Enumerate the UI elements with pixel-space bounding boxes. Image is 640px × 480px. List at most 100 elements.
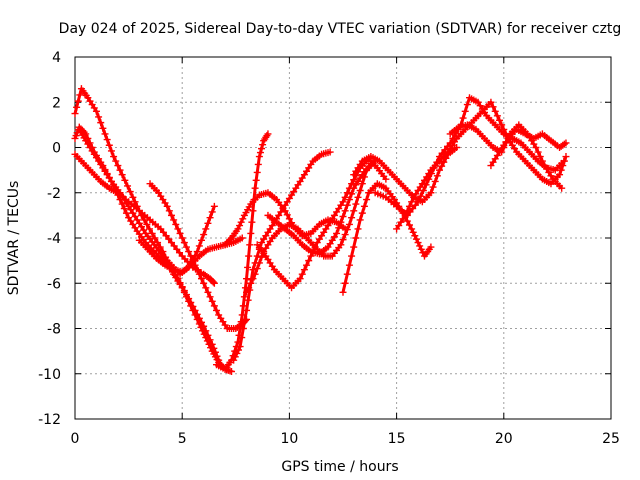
data-point — [459, 114, 467, 122]
data-point — [435, 166, 443, 174]
data-point — [182, 291, 190, 299]
data-point — [187, 252, 195, 260]
data-point — [99, 124, 107, 132]
data-point — [251, 184, 259, 192]
data-point — [103, 136, 111, 144]
series-track-12 — [264, 159, 375, 258]
data-point — [195, 242, 203, 250]
data-point — [343, 226, 351, 234]
series-track-8 — [230, 148, 334, 364]
data-point — [189, 257, 197, 265]
data-point — [237, 218, 245, 226]
data-point — [239, 325, 247, 332]
data-point — [264, 130, 272, 138]
data-point — [258, 145, 266, 153]
y-tick-label: -4 — [47, 231, 61, 247]
chart-title: Day 024 of 2025, Sidereal Day-to-day VTE… — [59, 21, 622, 37]
data-point — [143, 220, 151, 228]
data-point — [211, 348, 219, 356]
data-point — [195, 270, 203, 278]
data-point — [204, 288, 212, 296]
series-track-18 — [487, 125, 570, 170]
data-point — [354, 225, 362, 233]
data-point — [348, 180, 356, 188]
data-point — [176, 279, 184, 287]
data-point — [243, 288, 251, 296]
data-point — [236, 222, 244, 230]
data-point — [118, 171, 126, 179]
data-point — [343, 189, 351, 197]
y-tick-label: 4 — [52, 50, 61, 66]
data-point — [562, 153, 570, 161]
data-series — [71, 85, 570, 375]
x-tick-label: 10 — [280, 431, 298, 447]
data-point — [367, 159, 375, 167]
series-track-13 — [339, 180, 435, 296]
data-point — [197, 275, 205, 283]
data-point — [417, 245, 425, 253]
data-point — [208, 297, 216, 305]
data-point — [463, 101, 471, 109]
data-point — [433, 172, 441, 180]
data-point — [101, 130, 109, 138]
data-point — [427, 243, 435, 251]
data-point — [489, 103, 497, 111]
data-point — [251, 270, 259, 278]
data-point — [350, 207, 358, 215]
data-point — [560, 157, 568, 165]
data-point — [178, 234, 186, 242]
data-point — [339, 288, 347, 296]
y-tick-label: -6 — [47, 276, 61, 292]
data-point — [131, 198, 139, 206]
data-point — [172, 220, 180, 228]
data-point — [200, 322, 208, 330]
data-point — [246, 241, 254, 249]
data-point — [245, 284, 253, 292]
series-track-4 — [75, 125, 218, 278]
y-tick-label: -12 — [38, 412, 61, 428]
data-point — [259, 141, 267, 149]
data-point — [197, 318, 205, 326]
data-point — [348, 214, 356, 222]
data-point — [487, 98, 495, 106]
data-point — [360, 202, 368, 210]
x-tick-label: 0 — [71, 431, 80, 447]
data-point — [256, 149, 264, 157]
data-point — [253, 168, 261, 176]
data-point — [305, 257, 313, 265]
data-point — [97, 119, 105, 127]
data-point — [95, 113, 103, 121]
data-point — [182, 243, 190, 251]
data-point — [163, 202, 171, 210]
data-point — [255, 153, 263, 161]
data-point — [252, 176, 260, 184]
data-point — [247, 229, 255, 237]
data-point — [352, 234, 360, 242]
data-point — [414, 239, 422, 247]
data-point — [92, 107, 100, 115]
data-point — [185, 295, 193, 303]
data-point — [300, 266, 308, 274]
data-point — [341, 279, 349, 287]
data-point — [204, 219, 212, 227]
data-point — [213, 352, 221, 360]
data-point — [249, 275, 257, 283]
data-point — [210, 302, 218, 310]
data-point — [239, 302, 247, 310]
x-tick-label: 25 — [602, 431, 620, 447]
data-point — [493, 112, 501, 120]
data-point — [234, 346, 242, 354]
data-point — [234, 225, 242, 233]
data-point — [204, 331, 212, 339]
data-point — [253, 265, 261, 273]
data-point — [170, 216, 178, 224]
data-point — [341, 193, 349, 201]
data-point — [112, 157, 120, 165]
data-point — [411, 232, 419, 240]
y-tick-label: 2 — [52, 95, 61, 111]
x-axis-label: GPS time / hours — [281, 459, 398, 475]
y-tick-label: -8 — [47, 322, 61, 338]
data-point — [337, 241, 345, 249]
data-point — [343, 201, 351, 209]
data-point — [129, 193, 137, 201]
